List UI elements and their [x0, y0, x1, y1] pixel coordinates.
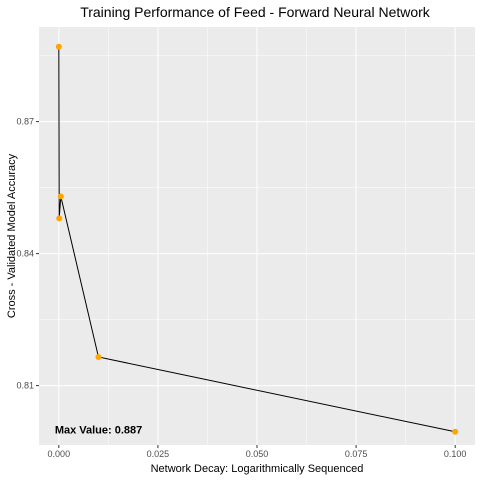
y-tick-label: 0.84	[16, 249, 34, 259]
x-tick-label: 0.100	[444, 449, 467, 459]
data-points	[55, 43, 459, 435]
tick-labels: 0.000 0.025 0.050 0.075 0.100 0.81 0.84 0.87	[16, 117, 466, 459]
y-tick-label: 0.87	[16, 117, 34, 127]
y-axis-title: Cross - Validated Model Accuracy	[6, 153, 18, 318]
x-tick-label: 0.000	[48, 449, 71, 459]
x-tick-label: 0.050	[246, 449, 269, 459]
data-point	[95, 354, 102, 360]
x-tick-label: 0.075	[345, 449, 368, 459]
data-point	[56, 215, 63, 222]
x-axis-title: Network Decay: Logarithmically Sequenced	[151, 463, 364, 475]
x-tick-label: 0.025	[147, 449, 170, 459]
chart-title: Training Performance of Feed - Forward N…	[80, 4, 431, 20]
max-value-annotation: Max Value: 0.887	[55, 425, 142, 437]
data-point	[57, 193, 64, 200]
data-point	[55, 43, 62, 50]
data-point	[452, 428, 459, 435]
y-tick-label: 0.81	[16, 381, 34, 391]
axis-ticks	[36, 121, 456, 448]
